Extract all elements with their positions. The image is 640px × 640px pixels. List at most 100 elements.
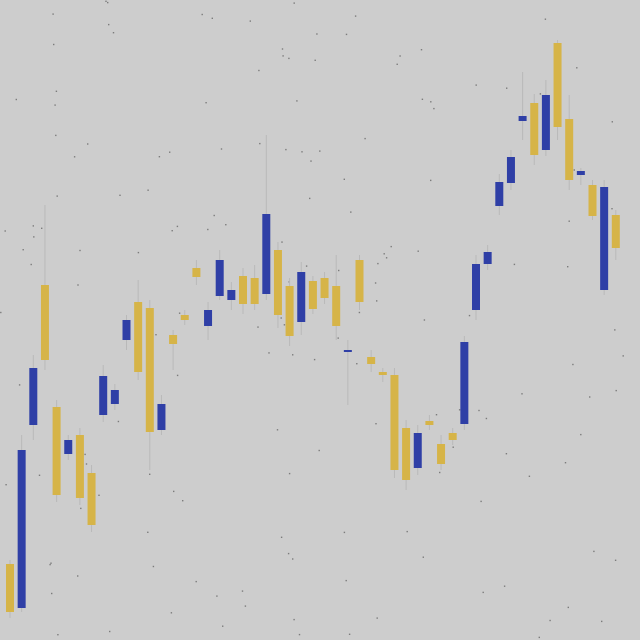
noise-speck bbox=[614, 329, 616, 331]
noise-speck bbox=[107, 1, 109, 4]
noise-speck bbox=[280, 317, 282, 319]
noise-speck bbox=[358, 311, 361, 314]
noise-speck bbox=[376, 300, 378, 302]
noise-speck bbox=[55, 134, 57, 137]
noise-speck bbox=[375, 423, 377, 425]
noise-speck bbox=[22, 249, 24, 251]
noise-speck bbox=[313, 358, 316, 361]
noise-speck bbox=[356, 363, 358, 365]
candle-body bbox=[169, 335, 178, 344]
candle-body bbox=[145, 308, 154, 432]
noise-speck bbox=[52, 13, 54, 15]
noise-speck bbox=[4, 230, 6, 232]
noise-speck bbox=[611, 121, 613, 123]
noise-speck bbox=[222, 625, 224, 627]
candle-16 bbox=[192, 260, 201, 285]
noise-speck bbox=[513, 263, 516, 266]
noise-speck bbox=[576, 67, 578, 69]
candle-body bbox=[297, 272, 306, 322]
noise-speck bbox=[244, 605, 247, 607]
noise-speck bbox=[112, 32, 115, 34]
noise-speck bbox=[54, 104, 56, 106]
candle-body bbox=[588, 185, 597, 216]
noise-speck bbox=[281, 48, 284, 50]
noise-speck bbox=[288, 472, 291, 475]
candle-25 bbox=[297, 262, 306, 335]
candle-body bbox=[378, 372, 387, 375]
noise-speck bbox=[298, 633, 301, 636]
candle-0 bbox=[6, 560, 14, 618]
candle-14 bbox=[169, 330, 178, 370]
candle-20 bbox=[239, 268, 247, 314]
candle-body bbox=[204, 310, 213, 326]
candle-15 bbox=[180, 310, 189, 325]
candle-body bbox=[75, 435, 84, 498]
noise-speck bbox=[572, 363, 574, 366]
background-noise bbox=[0, 0, 624, 639]
candle-35 bbox=[413, 425, 422, 475]
candle-body bbox=[250, 278, 259, 304]
noise-speck bbox=[258, 69, 260, 72]
candle-body bbox=[355, 260, 364, 302]
noise-speck bbox=[338, 269, 340, 272]
candle-41 bbox=[483, 245, 492, 270]
candle-body bbox=[239, 276, 247, 304]
candle-body bbox=[343, 350, 352, 352]
noise-speck bbox=[50, 562, 52, 564]
noise-speck bbox=[285, 148, 287, 151]
noise-speck bbox=[475, 84, 477, 86]
noise-speck bbox=[452, 446, 454, 448]
candle-body bbox=[17, 450, 26, 608]
noise-speck bbox=[614, 559, 617, 561]
noise-speck bbox=[77, 284, 79, 286]
candle-body bbox=[308, 281, 317, 309]
candle-32 bbox=[378, 368, 387, 382]
candle-body bbox=[157, 404, 166, 430]
noise-speck bbox=[573, 169, 575, 171]
candle-48 bbox=[565, 95, 574, 190]
candle-2 bbox=[29, 355, 38, 440]
noise-speck bbox=[423, 319, 426, 321]
candle-4 bbox=[52, 400, 61, 502]
candle-body bbox=[483, 252, 492, 264]
candle-23 bbox=[273, 242, 282, 328]
noise-speck bbox=[170, 612, 173, 614]
candle-3 bbox=[40, 205, 49, 370]
noise-speck bbox=[33, 236, 35, 238]
noise-speck bbox=[505, 453, 508, 455]
noise-speck bbox=[478, 409, 480, 412]
noise-speck bbox=[580, 433, 582, 436]
noise-speck bbox=[152, 565, 155, 568]
noise-speck bbox=[176, 374, 179, 377]
candle-body bbox=[367, 357, 376, 364]
candle-body bbox=[390, 375, 399, 470]
candle-11 bbox=[134, 280, 143, 380]
candle-body bbox=[460, 342, 469, 424]
candle-body bbox=[40, 285, 49, 360]
noise-speck bbox=[98, 494, 100, 496]
noise-speck bbox=[435, 414, 438, 416]
candle-body bbox=[64, 440, 73, 454]
noise-speck bbox=[417, 250, 419, 252]
noise-speck bbox=[564, 462, 567, 464]
noise-speck bbox=[283, 324, 286, 326]
candle-body bbox=[530, 103, 539, 155]
noise-speck bbox=[611, 208, 613, 210]
candle-6 bbox=[75, 428, 84, 505]
noise-speck bbox=[195, 580, 197, 583]
candle-body bbox=[518, 116, 527, 121]
noise-speck bbox=[343, 178, 345, 180]
candle-36 bbox=[425, 415, 434, 430]
noise-speck bbox=[293, 618, 295, 621]
candle-40 bbox=[472, 255, 480, 320]
noise-speck bbox=[220, 148, 223, 150]
candle-44 bbox=[518, 72, 527, 140]
candle-body bbox=[611, 215, 620, 248]
candle-52 bbox=[611, 210, 620, 260]
noise-speck bbox=[318, 449, 320, 452]
noise-speck bbox=[205, 102, 207, 104]
noise-speck bbox=[468, 314, 471, 317]
candle-31 bbox=[367, 350, 376, 372]
candle-series bbox=[6, 40, 620, 618]
